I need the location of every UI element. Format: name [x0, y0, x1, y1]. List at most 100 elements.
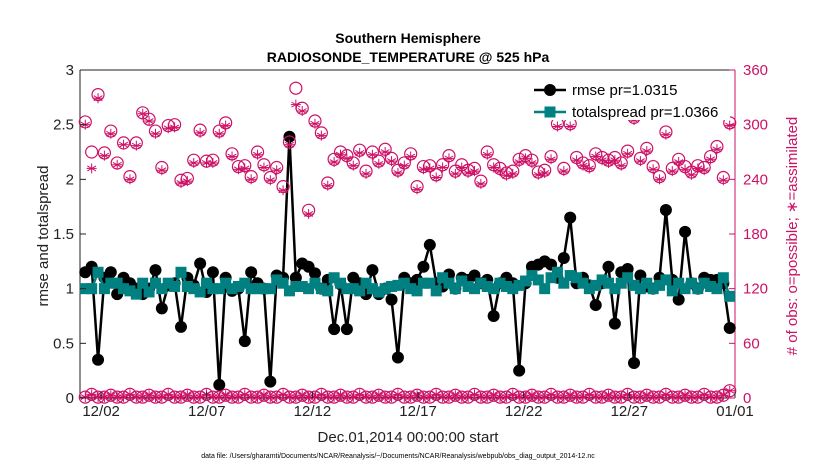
obs-assimilated-point: [577, 160, 588, 171]
totalspread-point: [252, 283, 264, 295]
x-tick-label: 12/02: [82, 403, 120, 420]
obs-assimilated-point: [399, 160, 410, 171]
obs-assimilated-point: [348, 160, 359, 171]
totalspread-point: [417, 277, 429, 289]
x-axis-label: Dec.01,2014 00:00:00 start: [318, 429, 500, 446]
totalspread-point: [264, 283, 276, 295]
y-tick-label-right: 60: [743, 335, 760, 352]
obs-assimilated-point: [93, 93, 104, 104]
totalspread-point: [539, 283, 551, 295]
obs-assimilated-point: [284, 139, 295, 150]
obs-assimilated-point: [724, 120, 735, 131]
obs-assimilated-point: [463, 167, 474, 178]
obs-assimilated-point: [526, 157, 537, 168]
totalspread-point: [366, 283, 378, 295]
y-tick-label-right: 240: [743, 171, 768, 188]
obs-assimilated-point: [475, 178, 486, 189]
obs-assimilated-near-zero: [450, 390, 461, 401]
rmse-point: [194, 257, 207, 270]
obs-assimilated-near-zero: [463, 392, 474, 403]
y-axis-label-right: # of obs: o=possible; ∗=assimilated: [784, 117, 801, 356]
obs-assimilated-near-zero: [309, 392, 320, 403]
rmse-point: [417, 260, 430, 273]
obs-assimilated-near-zero: [584, 389, 595, 400]
obs-assimilated-point: [520, 153, 531, 164]
obs-assimilated-near-zero: [597, 392, 608, 403]
y-axis-label-left: rmse and totalspread: [35, 166, 52, 307]
totalspread-point: [571, 272, 583, 284]
obs-assimilated-point: [622, 148, 633, 159]
rmse-point: [155, 302, 168, 315]
obs-assimilated-point: [112, 159, 123, 170]
totalspread-point: [405, 283, 417, 295]
totalspread-point: [698, 277, 710, 289]
y-tick-label-right: 120: [743, 281, 768, 298]
totalspread-point: [520, 275, 532, 287]
totalspread-point: [354, 285, 366, 297]
totalspread-point: [124, 285, 136, 297]
totalspread-point: [207, 283, 219, 295]
rmse-point: [621, 262, 634, 275]
totalspread-point: [315, 283, 327, 295]
obs-assimilated-near-zero: [718, 390, 729, 401]
obs-assimilated-near-zero: [616, 392, 627, 403]
totalspread-point: [398, 277, 410, 289]
rmse-point: [487, 310, 500, 322]
obs-assimilated-near-zero: [386, 392, 397, 403]
rmse-point: [104, 266, 117, 279]
obs-assimilated-point: [303, 208, 314, 219]
totalspread-point: [386, 280, 398, 292]
obs-assimilated-near-zero: [271, 392, 282, 403]
obs-assimilated-near-zero: [392, 389, 403, 400]
obs-assimilated-point: [309, 118, 320, 129]
totalspread-point: [341, 283, 353, 295]
obs-assimilated-point: [380, 147, 391, 157]
y-tick-label-right: 360: [743, 62, 768, 79]
obs-assimilated-point: [437, 162, 448, 173]
obs-assimilated-point: [118, 139, 129, 150]
legend: rmse pr=1.0315 totalspread pr=1.0366: [530, 76, 730, 121]
y-tick-label-right: 180: [743, 226, 768, 243]
totalspread-point: [481, 280, 493, 292]
obs-assimilated-near-zero: [577, 392, 588, 403]
totalspread-point: [309, 277, 321, 289]
totalspread-point: [488, 283, 500, 295]
obs-assimilated-point: [188, 157, 199, 168]
totalspread-point: [98, 283, 110, 295]
obs-assimilated-point: [418, 164, 429, 175]
totalspread-point: [443, 277, 455, 289]
totalspread-point: [430, 285, 442, 297]
totalspread-point: [456, 275, 468, 287]
obs-assimilated-near-zero: [469, 389, 480, 400]
totalspread-point: [118, 283, 130, 295]
rmse-point: [289, 271, 302, 284]
obs-assimilated-point: [488, 162, 499, 173]
obs-assimilated-point: [227, 151, 238, 162]
obs-assimilated-point: [131, 140, 142, 151]
legend-label: totalspread pr=1.0366: [572, 104, 718, 121]
rmse-point: [328, 323, 341, 336]
chart-subtitle: RADIOSONDE_TEMPERATURE @ 525 hPa: [267, 49, 550, 65]
obs-assimilated-point: [482, 149, 493, 160]
rmse-point: [149, 264, 162, 277]
obs-assimilated-near-zero: [329, 392, 340, 403]
y-tick-label-left: 0: [66, 390, 74, 407]
totalspread-point: [692, 283, 704, 295]
rmse-point: [264, 375, 277, 388]
obs-assimilated-point: [367, 149, 378, 160]
totalspread-point: [577, 277, 589, 289]
rmse-point: [245, 266, 258, 279]
obs-assimilated-point: [405, 151, 416, 162]
totalspread-point: [194, 286, 206, 298]
rmse-point: [308, 267, 321, 280]
totalspread-point: [149, 277, 161, 289]
rmse-point: [213, 378, 226, 391]
obs-assimilated-point: [443, 153, 454, 164]
obs-assimilated-near-zero: [546, 389, 557, 400]
totalspread-point: [475, 277, 487, 289]
data-file-note: data file: /Users/gharamti/Documents/NCA…: [201, 453, 595, 460]
y-tick-label-right: 0: [743, 390, 751, 407]
y-tick-label-left: 2.5: [53, 117, 74, 134]
rmse-point: [174, 320, 187, 333]
totalspread-point: [494, 277, 506, 289]
